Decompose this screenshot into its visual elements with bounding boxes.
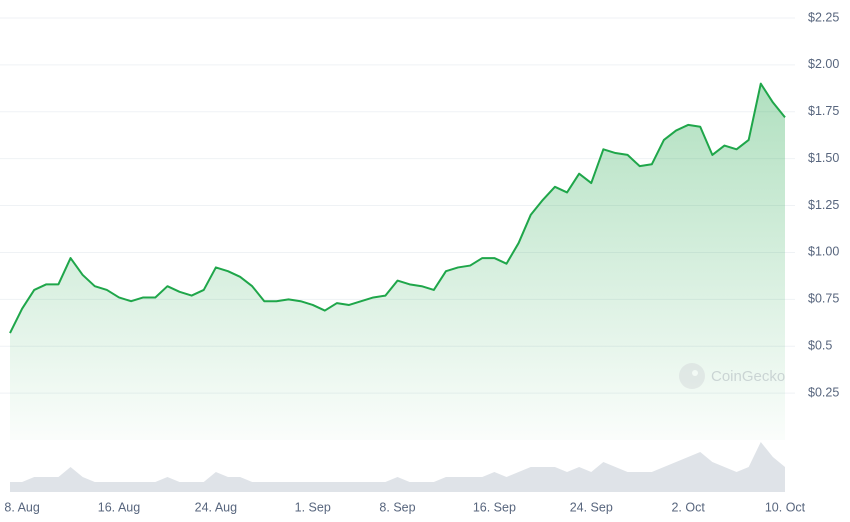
y-tick-label: $1.00: [808, 245, 839, 259]
watermark-text: CoinGecko: [711, 368, 785, 385]
watermark: CoinGecko: [679, 363, 785, 389]
y-tick-label: $2.00: [808, 57, 839, 71]
x-tick-label: 24. Aug: [195, 500, 237, 514]
y-tick-label: $1.25: [808, 198, 839, 212]
x-tick-label: 8. Aug: [4, 500, 39, 514]
price-line: [9, 82, 786, 334]
x-tick-label: 16. Sep: [473, 500, 516, 514]
y-tick-label: $0.75: [808, 292, 839, 306]
area-fill: [10, 83, 785, 441]
volume-area: [10, 442, 785, 492]
x-tick-label: 8. Sep: [379, 500, 415, 514]
x-tick-label: 10. Oct: [765, 500, 806, 514]
y-tick-label: $1.50: [808, 151, 839, 165]
y-tick-label: $2.25: [808, 10, 839, 24]
y-tick-label: $0.5: [808, 339, 832, 353]
y-tick-label: $1.75: [808, 104, 839, 118]
x-tick-label: 1. Sep: [295, 500, 331, 514]
x-tick-label: 2. Oct: [671, 500, 705, 514]
x-tick-label: 24. Sep: [570, 500, 613, 514]
y-tick-label: $0.25: [808, 385, 839, 399]
x-tick-label: 16. Aug: [98, 500, 140, 514]
